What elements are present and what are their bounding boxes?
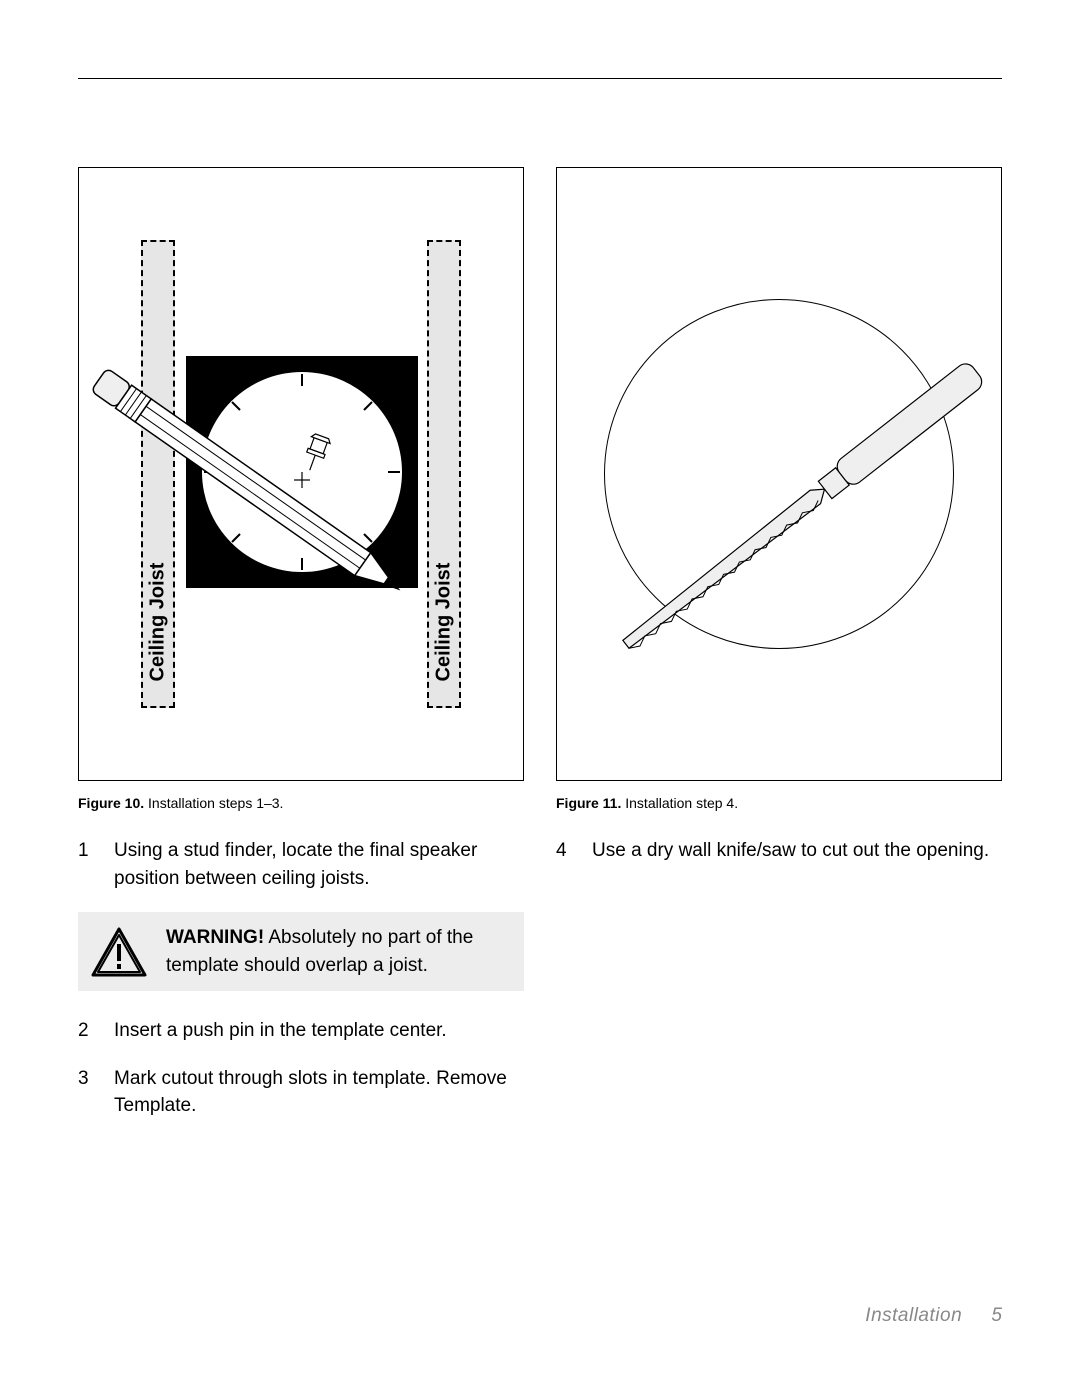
footer-page-number: 5 xyxy=(991,1305,1002,1326)
content-columns: Ceiling Joist Ceiling Joist xyxy=(78,167,1002,1140)
page-footer: Installation 5 xyxy=(865,1305,1002,1327)
figure-10-caption-bold: Figure 10. xyxy=(78,795,144,811)
joist-label-right: Ceiling Joist xyxy=(433,563,456,682)
step-2-num: 2 xyxy=(78,1017,92,1045)
figure-10-caption-text: Installation steps 1–3. xyxy=(144,795,283,811)
joist-label-left: Ceiling Joist xyxy=(147,563,170,682)
template-square xyxy=(186,356,418,588)
step-3-text: Mark cutout through slots in template. R… xyxy=(114,1065,524,1120)
figure-10-caption: Figure 10. Installation steps 1–3. xyxy=(78,795,524,811)
figure-10-frame: Ceiling Joist Ceiling Joist xyxy=(78,167,524,781)
step-3: 3 Mark cutout through slots in template.… xyxy=(78,1065,524,1120)
step-2: 2 Insert a push pin in the template cent… xyxy=(78,1017,524,1045)
step-4-text: Use a dry wall knife/saw to cut out the … xyxy=(592,837,989,865)
figure-11-frame xyxy=(556,167,1002,781)
top-rule xyxy=(78,78,1002,79)
step-1: 1 Using a stud finder, locate the final … xyxy=(78,837,524,892)
figure-11-caption-bold: Figure 11. xyxy=(556,795,621,811)
figure-11-caption: Figure 11. Installation step 4. xyxy=(556,795,1002,811)
warning-label: WARNING! xyxy=(166,927,264,948)
footer-section: Installation xyxy=(865,1305,962,1326)
ceiling-joist-right: Ceiling Joist xyxy=(427,240,461,708)
step-1-text: Using a stud finder, locate the final sp… xyxy=(114,837,524,892)
template-marks-icon xyxy=(202,372,402,572)
figure-11-caption-text: Installation step 4. xyxy=(621,795,738,811)
step-3-num: 3 xyxy=(78,1065,92,1120)
warning-icon xyxy=(90,926,148,978)
ceiling-joist-left: Ceiling Joist xyxy=(141,240,175,708)
step-2-text: Insert a push pin in the template center… xyxy=(114,1017,447,1045)
left-column: Ceiling Joist Ceiling Joist xyxy=(78,167,524,1140)
template-circle xyxy=(202,372,402,572)
warning-box: WARNING! Absolutely no part of the templ… xyxy=(78,912,524,991)
drywall-saw-icon xyxy=(557,168,1002,781)
warning-text: WARNING! Absolutely no part of the templ… xyxy=(166,924,510,979)
step-4-num: 4 xyxy=(556,837,570,865)
right-column: Figure 11. Installation step 4. 4 Use a … xyxy=(556,167,1002,1140)
page: Ceiling Joist Ceiling Joist xyxy=(0,0,1080,1397)
step-1-num: 1 xyxy=(78,837,92,892)
step-4: 4 Use a dry wall knife/saw to cut out th… xyxy=(556,837,1002,865)
